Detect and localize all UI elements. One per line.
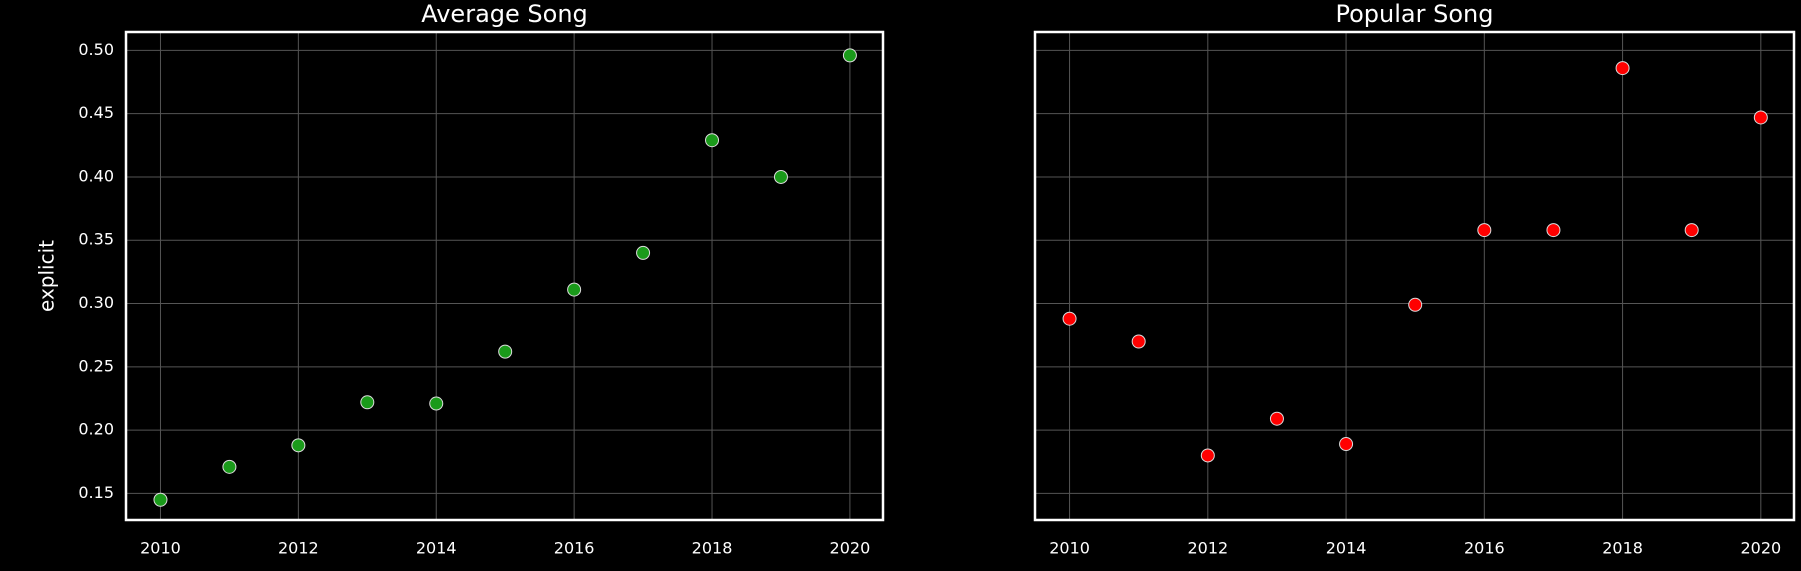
x-tick-label: 2018 [692,539,733,558]
point [1408,297,1423,312]
plot-area [126,32,883,520]
x-tick-label: 2018 [1602,539,1643,558]
plot-frame [1033,30,1796,522]
point [291,438,306,453]
y-tick-label: 0.40 [78,166,114,185]
point [1546,223,1561,238]
point [429,396,444,411]
x-tick-label: 2016 [554,539,595,558]
point [222,459,237,474]
point [1684,223,1699,238]
point [1062,311,1077,326]
y-tick-label: 0.35 [78,230,114,249]
point [1477,223,1492,238]
point [1615,61,1630,76]
point [498,344,513,359]
point [360,395,375,410]
x-tick-label: 2014 [1326,539,1367,558]
chart-title: Popular Song [1336,0,1494,28]
y-tick-label: 0.30 [78,293,114,312]
point [773,169,788,184]
point [1200,448,1215,463]
point [1269,411,1284,426]
point [153,492,168,507]
point [1131,334,1146,349]
x-tick-label: 2020 [830,539,871,558]
x-tick-label: 2010 [1049,539,1090,558]
point [567,282,582,297]
x-tick-label: 2012 [278,539,319,558]
x-tick-label: 2010 [140,539,181,558]
point [1339,437,1354,452]
x-tick-label: 2020 [1740,539,1781,558]
plot-area [1035,32,1794,520]
y-tick-label: 0.20 [78,420,114,439]
plot-frame [124,30,885,522]
point [636,245,651,260]
y-tick-label: 0.45 [78,103,114,122]
y-tick-label: 0.15 [78,483,114,502]
point [705,133,720,148]
y-tick-label: 0.25 [78,356,114,375]
x-tick-label: 2012 [1187,539,1228,558]
chart-title: Average Song [421,0,588,28]
x-tick-label: 2014 [416,539,457,558]
x-tick-label: 2016 [1464,539,1505,558]
y-tick-label: 0.50 [78,40,114,59]
y-axis-label: explicit [35,240,59,312]
point [842,48,857,63]
point [1753,110,1768,125]
